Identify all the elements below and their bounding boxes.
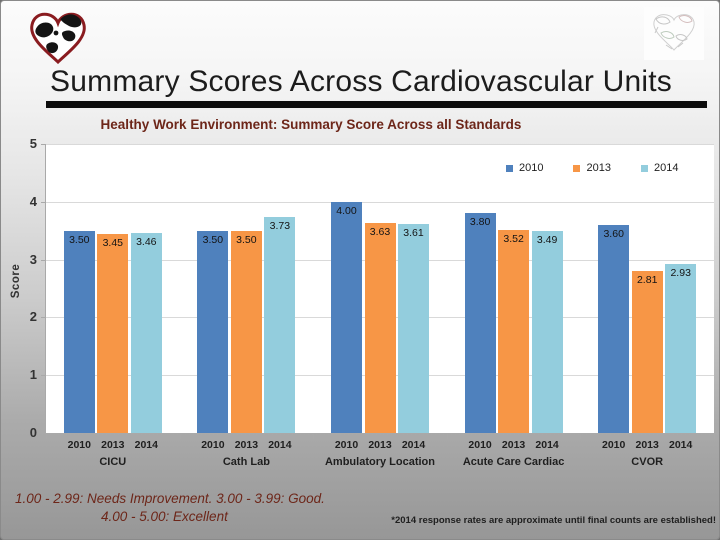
legend-item: 2014 — [640, 162, 679, 174]
grading-line2: 4.00 - 5.00: Excellent — [101, 509, 228, 525]
x-axis-tick — [179, 434, 181, 439]
year-tick-label: 2010 — [468, 439, 492, 451]
bar — [464, 213, 496, 433]
year-tick-label: 2014 — [134, 439, 158, 451]
year-tick-label: 2014 — [401, 439, 426, 451]
year-tick-label: 2013 — [635, 439, 659, 451]
year-tick-label: 2014 — [535, 439, 559, 451]
bar — [331, 201, 362, 433]
x-axis-tick — [580, 434, 582, 439]
bar — [364, 223, 396, 433]
watermark-panel — [644, 7, 704, 60]
bar-value-label: 3.50 — [236, 233, 257, 246]
grading-line1: 1.00 - 2.99: Needs Improvement. 3.00 - 3… — [15, 491, 325, 506]
year-tick-label: 2013 — [234, 439, 259, 451]
bar-value-label: 3.52 — [503, 232, 524, 245]
y-axis-tick — [41, 144, 46, 145]
bar — [665, 263, 697, 433]
y-axis-tick — [41, 375, 46, 377]
y-axis — [45, 144, 46, 434]
bar — [130, 233, 162, 433]
bar — [97, 233, 129, 433]
bar — [230, 230, 262, 433]
bar — [398, 224, 429, 433]
bar-value-label: 4.00 — [336, 204, 357, 217]
category-label: Acute Care Cardiac — [462, 456, 565, 468]
bar — [264, 217, 296, 433]
legend-swatch-icon — [640, 164, 648, 172]
y-tick-label: 5 — [29, 136, 37, 151]
bar — [498, 229, 530, 433]
x-axis-tick — [313, 434, 315, 439]
page-title: Summary Scores Across Cardiovascular Uni… — [50, 65, 672, 98]
title-underline — [46, 101, 707, 108]
y-tick-label: 1 — [29, 367, 37, 383]
year-tick-label: 2013 — [101, 439, 125, 451]
category-label: Ambulatory Location — [324, 456, 435, 468]
legend-label: 2014 — [653, 162, 679, 174]
bar-value-label: 3.46 — [136, 236, 157, 248]
plot-area: 3.50 3.45 3.46 3.50 3.50 3.73 4.00 3.63 3.61 3.80… — [46, 144, 714, 433]
bar-value-label: 3.60 — [603, 227, 624, 240]
bar — [531, 231, 563, 433]
faded-heart-sketch-icon — [653, 14, 695, 51]
bar-value-label: 2.81 — [636, 273, 658, 286]
y-tick-label: 2 — [29, 309, 37, 325]
bar-value-label: 2.93 — [670, 266, 691, 279]
y-tick-label: 4 — [29, 193, 37, 209]
x-axis-tick — [714, 434, 715, 439]
legend-swatch-icon — [506, 164, 513, 172]
bar — [598, 224, 630, 433]
heart-globe-logo-icon — [30, 12, 86, 65]
year-tick-label: 2014 — [669, 439, 693, 451]
year-tick-label: 2014 — [268, 439, 292, 451]
gridline — [46, 144, 714, 145]
legend-item: 2013 — [573, 162, 611, 174]
legend-swatch-icon — [573, 164, 581, 172]
category-label: Cath Lab — [222, 456, 270, 468]
bar-value-label: 3.63 — [369, 226, 391, 239]
gridline — [46, 201, 714, 203]
legend-item: 2010 — [506, 162, 543, 174]
year-tick-label: 2010 — [334, 439, 359, 451]
bar — [197, 230, 229, 433]
year-tick-label: 2013 — [501, 439, 526, 451]
category-label: CVOR — [631, 456, 664, 468]
bar-value-label: 3.50 — [202, 233, 224, 246]
grading-note: 1.00 - 2.99: Needs Improvement. 3.00 - 3… — [15, 490, 325, 526]
year-tick-label: 2010 — [67, 439, 91, 451]
footnote: *2014 response rates are approximate unt… — [391, 515, 716, 526]
legend-label: 2013 — [586, 162, 611, 174]
year-tick-label: 2013 — [368, 439, 392, 451]
year-tick-label: 2010 — [201, 439, 225, 451]
bar-value-label: 3.61 — [403, 227, 424, 240]
category-label: CICU — [99, 456, 127, 468]
chart-title: Healthy Work Environment: Summary Score … — [100, 117, 522, 132]
bar-value-label: 3.50 — [69, 233, 90, 246]
y-tick-label: 0 — [29, 425, 37, 440]
bar-value-label: 3.45 — [102, 236, 124, 249]
bar-value-label: 3.49 — [536, 234, 558, 247]
bar — [63, 230, 95, 433]
y-tick-label: 3 — [29, 251, 37, 267]
y-axis-title: Score — [10, 263, 23, 299]
y-axis-tick — [41, 201, 46, 203]
y-axis-tick — [41, 259, 46, 261]
year-tick-label: 2010 — [602, 439, 626, 451]
bar-value-label: 3.80 — [469, 216, 491, 229]
x-axis-tick — [46, 434, 47, 439]
y-axis-tick — [41, 317, 46, 319]
x-axis-tick — [446, 434, 448, 439]
x-axis — [41, 433, 714, 434]
bar-value-label: 3.73 — [269, 220, 291, 233]
legend-label: 2010 — [519, 162, 544, 174]
chart-legend: 2010 2013 2014 — [506, 162, 678, 174]
y-axis-tick — [41, 433, 46, 434]
bar — [631, 270, 663, 433]
